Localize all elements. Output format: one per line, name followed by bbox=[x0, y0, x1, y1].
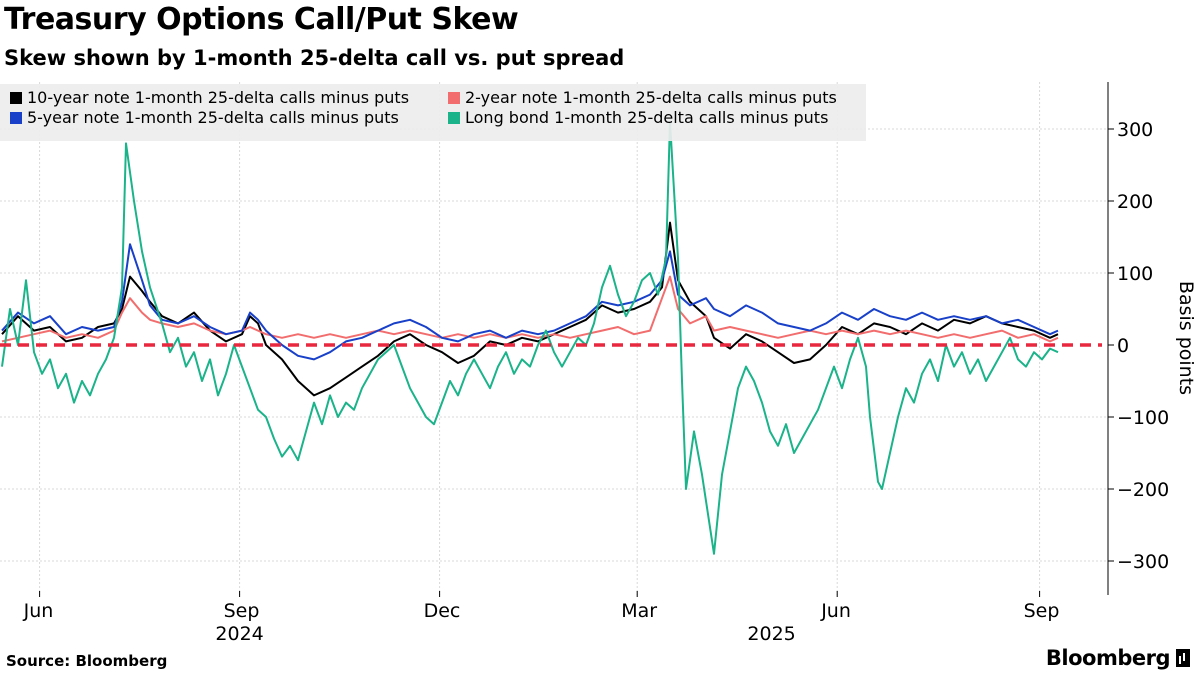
page-title: Treasury Options Call/Put Skew bbox=[4, 2, 519, 37]
x-year-label: 2025 bbox=[747, 623, 795, 645]
legend-box bbox=[0, 84, 866, 141]
y-tick-label: 300 bbox=[1117, 119, 1153, 141]
y-axis-label: Basis points bbox=[1175, 281, 1197, 395]
brand-name: Bloomberg bbox=[1045, 646, 1171, 670]
x-tick-label: Jun bbox=[820, 600, 851, 622]
page-subtitle: Skew shown by 1-month 25-delta call vs. … bbox=[4, 46, 625, 70]
legend-label: 2-year note 1-month 25-delta calls minus… bbox=[465, 88, 837, 107]
y-tick-label: 100 bbox=[1117, 263, 1153, 285]
series-line-4 bbox=[1, 120, 1059, 555]
legend-label: Long bond 1-month 25-delta calls minus p… bbox=[465, 108, 828, 127]
x-tick-label: Dec bbox=[424, 600, 461, 622]
legend-label: 10-year note 1-month 25-delta calls minu… bbox=[27, 88, 409, 107]
y-axis-layer: 300 200 100 0 −100 −200 −300 bbox=[1107, 82, 1169, 595]
bar-chart-icon bbox=[1176, 649, 1190, 667]
series-layer bbox=[0, 120, 1102, 555]
y-tick-label: 0 bbox=[1117, 335, 1129, 357]
y-tick-label: −300 bbox=[1117, 551, 1169, 573]
x-tick-label: Sep bbox=[224, 600, 260, 622]
x-tick-label: Mar bbox=[621, 600, 657, 622]
legend-swatch bbox=[448, 112, 460, 124]
x-tick-label: Sep bbox=[1024, 600, 1060, 622]
series-line-1 bbox=[1, 221, 1059, 397]
legend-label: 5-year note 1-month 25-delta calls minus… bbox=[27, 108, 399, 127]
x-tick-label: Jun bbox=[23, 600, 54, 622]
legend-swatch bbox=[10, 112, 22, 124]
x-year-label: 2024 bbox=[215, 623, 263, 645]
brand-logo: Bloomberg bbox=[1046, 646, 1190, 670]
legend-swatch bbox=[448, 92, 460, 104]
grid-layer bbox=[0, 82, 1108, 595]
series-line-3 bbox=[1, 243, 1059, 361]
y-tick-label: −200 bbox=[1117, 479, 1169, 501]
source-note: Source: Bloomberg bbox=[6, 652, 168, 670]
y-tick-label: 200 bbox=[1117, 191, 1153, 213]
legend-swatch bbox=[10, 92, 22, 104]
y-tick-label: −100 bbox=[1117, 407, 1169, 429]
legend: 10-year note 1-month 25-delta calls minu… bbox=[0, 84, 866, 141]
